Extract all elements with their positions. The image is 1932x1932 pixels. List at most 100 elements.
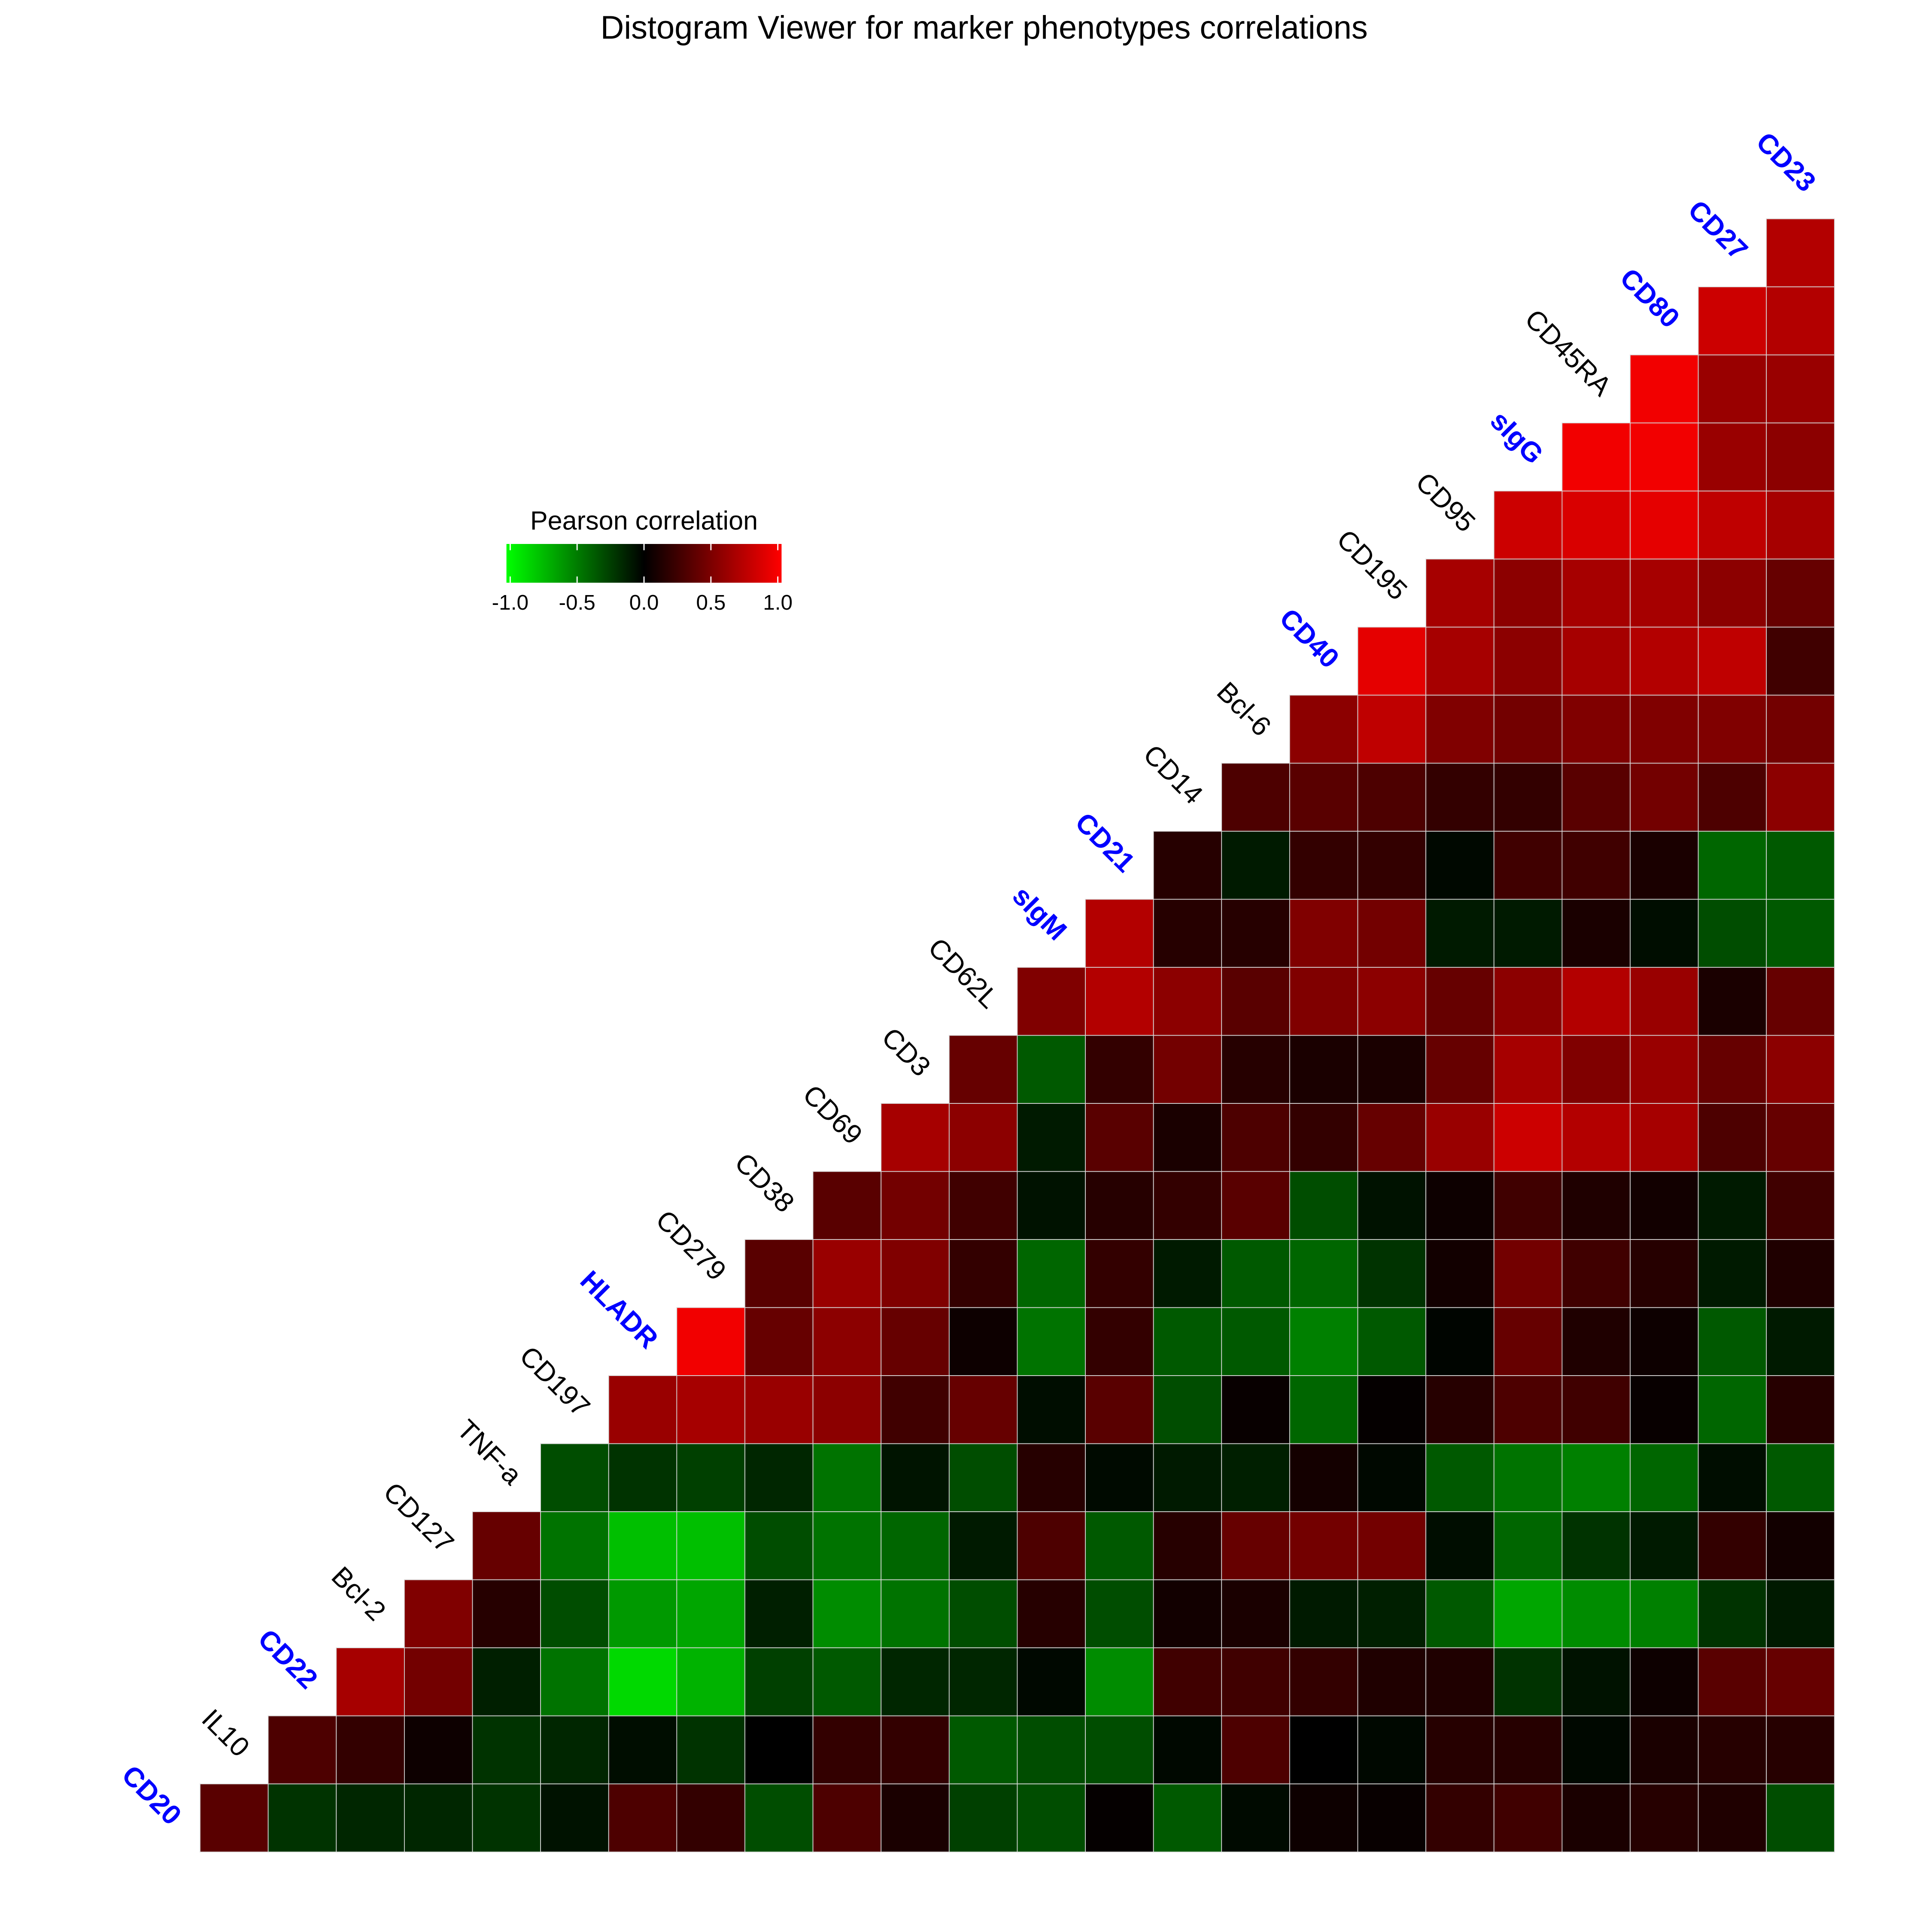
heatmap-cell bbox=[1221, 1307, 1290, 1376]
heatmap-cell bbox=[1561, 1035, 1631, 1104]
heatmap-cell bbox=[1698, 286, 1767, 355]
heatmap-cell bbox=[1561, 1715, 1631, 1784]
heatmap-cell bbox=[812, 1171, 882, 1240]
heatmap-cell bbox=[1425, 1239, 1495, 1308]
heatmap-cell bbox=[1630, 1647, 1699, 1716]
heatmap-cell bbox=[200, 1783, 269, 1853]
heatmap-cell bbox=[1766, 1375, 1835, 1444]
heatmap-cell bbox=[540, 1715, 609, 1784]
heatmap-cell bbox=[676, 1579, 745, 1648]
heatmap-cell bbox=[1357, 967, 1426, 1036]
heatmap-cell bbox=[812, 1239, 882, 1308]
heatmap-cell bbox=[1221, 1579, 1290, 1648]
heatmap-cell bbox=[1153, 1307, 1222, 1376]
heatmap-cell bbox=[1153, 1375, 1222, 1444]
heatmap-cell bbox=[1425, 1307, 1495, 1376]
heatmap-cell bbox=[744, 1783, 814, 1853]
heatmap-cell bbox=[1766, 286, 1835, 355]
heatmap-cell bbox=[336, 1647, 405, 1716]
heatmap-cell bbox=[1561, 899, 1631, 968]
colorbar-tick-label: -1.0 bbox=[492, 591, 529, 614]
heatmap-cell bbox=[1698, 1511, 1767, 1580]
heatmap-cell bbox=[1766, 899, 1835, 968]
heatmap-cell bbox=[1289, 1103, 1358, 1172]
heatmap-cell bbox=[1630, 559, 1699, 628]
heatmap-cell bbox=[1153, 1443, 1222, 1512]
heatmap-cell bbox=[540, 1579, 609, 1648]
heatmap-cell bbox=[676, 1443, 745, 1512]
heatmap-cell bbox=[881, 1443, 950, 1512]
heatmap-cell bbox=[608, 1715, 677, 1784]
heatmap-cell bbox=[1425, 1171, 1495, 1240]
heatmap-cell bbox=[608, 1375, 677, 1444]
heatmap-cell bbox=[1085, 1307, 1154, 1376]
heatmap-cell bbox=[1630, 1715, 1699, 1784]
heatmap-cell bbox=[1630, 422, 1699, 492]
heatmap-cell bbox=[881, 1511, 950, 1580]
heatmap-cell bbox=[1561, 1307, 1631, 1376]
heatmap-cell bbox=[1289, 1715, 1358, 1784]
heatmap-cell bbox=[1289, 1171, 1358, 1240]
heatmap-cell bbox=[1630, 626, 1699, 696]
heatmap-cell bbox=[1289, 1579, 1358, 1648]
heatmap-cell bbox=[540, 1511, 609, 1580]
heatmap-cell bbox=[881, 1307, 950, 1376]
legend-title: Pearson correlation bbox=[530, 506, 758, 535]
heatmap-cell bbox=[881, 1783, 950, 1853]
heatmap-cell bbox=[1357, 626, 1426, 696]
heatmap-cell bbox=[948, 1443, 1018, 1512]
heatmap-cell bbox=[1493, 490, 1563, 560]
heatmap-cell bbox=[1357, 1715, 1426, 1784]
heatmap-cell bbox=[744, 1647, 814, 1716]
heatmap-cell bbox=[1153, 1647, 1222, 1716]
heatmap-cell bbox=[1221, 1715, 1290, 1784]
colorbar-tick-label: 1.0 bbox=[763, 591, 793, 614]
heatmap-cell bbox=[1766, 1307, 1835, 1376]
heatmap-cell bbox=[1085, 1443, 1154, 1512]
heatmap-cell bbox=[1766, 695, 1835, 764]
colorbar-tick-label: -0.5 bbox=[559, 591, 595, 614]
heatmap-cell bbox=[1698, 559, 1767, 628]
heatmap-cell bbox=[1698, 422, 1767, 492]
heatmap-cell bbox=[1425, 1103, 1495, 1172]
heatmap-cell bbox=[1561, 1783, 1631, 1853]
heatmap-cell bbox=[1698, 1443, 1767, 1512]
heatmap-cell bbox=[1561, 1579, 1631, 1648]
heatmap-cell bbox=[1289, 1035, 1358, 1104]
heatmap-cell bbox=[676, 1375, 745, 1444]
heatmap-cell bbox=[1085, 967, 1154, 1036]
heatmap-cell bbox=[1085, 1035, 1154, 1104]
heatmap-cell bbox=[1017, 1307, 1086, 1376]
heatmap-cell bbox=[608, 1647, 677, 1716]
heatmap-cell bbox=[744, 1307, 814, 1376]
heatmap-cell bbox=[1561, 1171, 1631, 1240]
heatmap-cell bbox=[881, 1103, 950, 1172]
heatmap-cell bbox=[1425, 1443, 1495, 1512]
heatmap-cell bbox=[404, 1579, 473, 1648]
heatmap-cell bbox=[1561, 490, 1631, 560]
heatmap-cell bbox=[1357, 1171, 1426, 1240]
heatmap-cell bbox=[1085, 1579, 1154, 1648]
heatmap-cell bbox=[1017, 1715, 1086, 1784]
heatmap-cell bbox=[881, 1579, 950, 1648]
heatmap-cell bbox=[812, 1443, 882, 1512]
heatmap-cell bbox=[1698, 626, 1767, 696]
heatmap-cell bbox=[1221, 1239, 1290, 1308]
heatmap-cell bbox=[1698, 695, 1767, 764]
heatmap-cell bbox=[1766, 1511, 1835, 1580]
heatmap-cell bbox=[676, 1511, 745, 1580]
heatmap-cell bbox=[1085, 899, 1154, 968]
heatmap-cell bbox=[1766, 762, 1835, 832]
heatmap-cell bbox=[1766, 1239, 1835, 1308]
heatmap-cell bbox=[1698, 1647, 1767, 1716]
heatmap-cell bbox=[1766, 422, 1835, 492]
heatmap-cell bbox=[1493, 1511, 1563, 1580]
heatmap-cell bbox=[1153, 1715, 1222, 1784]
heatmap-cell bbox=[1698, 762, 1767, 832]
heatmap-cell bbox=[1766, 1715, 1835, 1784]
heatmap-cell bbox=[1698, 1035, 1767, 1104]
colorbar-tick-label: 0.0 bbox=[629, 591, 659, 614]
heatmap-cell bbox=[1698, 1307, 1767, 1376]
